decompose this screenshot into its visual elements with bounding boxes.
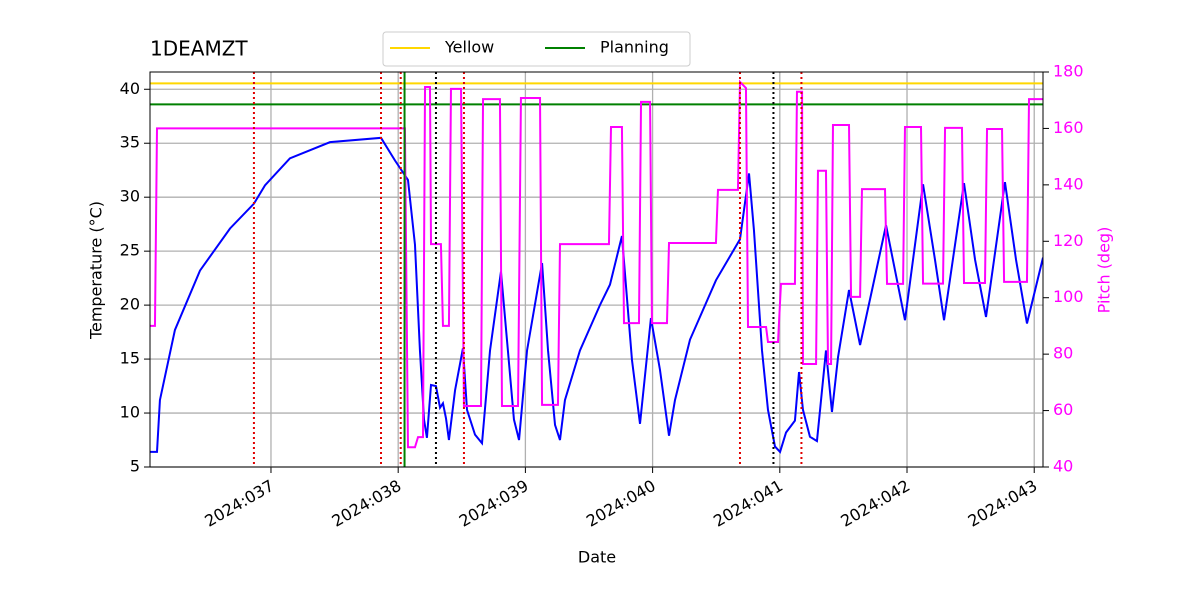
y-axis-label: Temperature (°C): [87, 201, 106, 340]
y-tick-label: 30: [120, 187, 140, 206]
y2-tick-label: 60: [1053, 400, 1073, 419]
y2-tick-label: 160: [1053, 118, 1084, 137]
y2-tick-label: 100: [1053, 287, 1084, 306]
y-tick-label: 40: [120, 79, 140, 98]
y-tick-label: 25: [120, 241, 140, 260]
x-tick-label: 2024:043: [965, 476, 1041, 531]
y2-tick-label: 140: [1053, 174, 1084, 193]
y2-tick-label: 120: [1053, 231, 1084, 250]
x-tick-label: 2024:037: [201, 476, 277, 531]
data-line: [150, 79, 1043, 449]
legend-box: [382, 31, 691, 67]
x-tick-label: 2024:040: [583, 476, 659, 531]
y-tick-label: 15: [120, 349, 140, 368]
x-axis-label: Date: [578, 548, 616, 567]
chart-title: 1DEAMZT: [150, 37, 248, 61]
y2-tick-label: 180: [1053, 62, 1084, 81]
y-tick-label: 5: [130, 457, 140, 476]
x-tick-label: 2024:039: [456, 476, 532, 531]
y2-tick-label: 80: [1053, 344, 1073, 363]
y-tick-label: 35: [120, 133, 140, 152]
plot-area: [150, 72, 1043, 467]
legend-label: Yellow: [444, 38, 494, 57]
y-tick-label: 20: [120, 295, 140, 314]
y2-tick-label: 40: [1053, 457, 1073, 476]
x-tick-label: 2024:042: [837, 476, 913, 531]
x-tick-label: 2024:038: [329, 476, 405, 531]
data-line: [150, 136, 1043, 454]
axes-frame: [149, 71, 1044, 468]
y-tick-label: 10: [120, 403, 140, 422]
y2-axis-label: Pitch (deg): [1095, 227, 1114, 314]
x-tick-label: 2024:041: [710, 476, 786, 531]
legend-label: Planning: [600, 38, 669, 57]
